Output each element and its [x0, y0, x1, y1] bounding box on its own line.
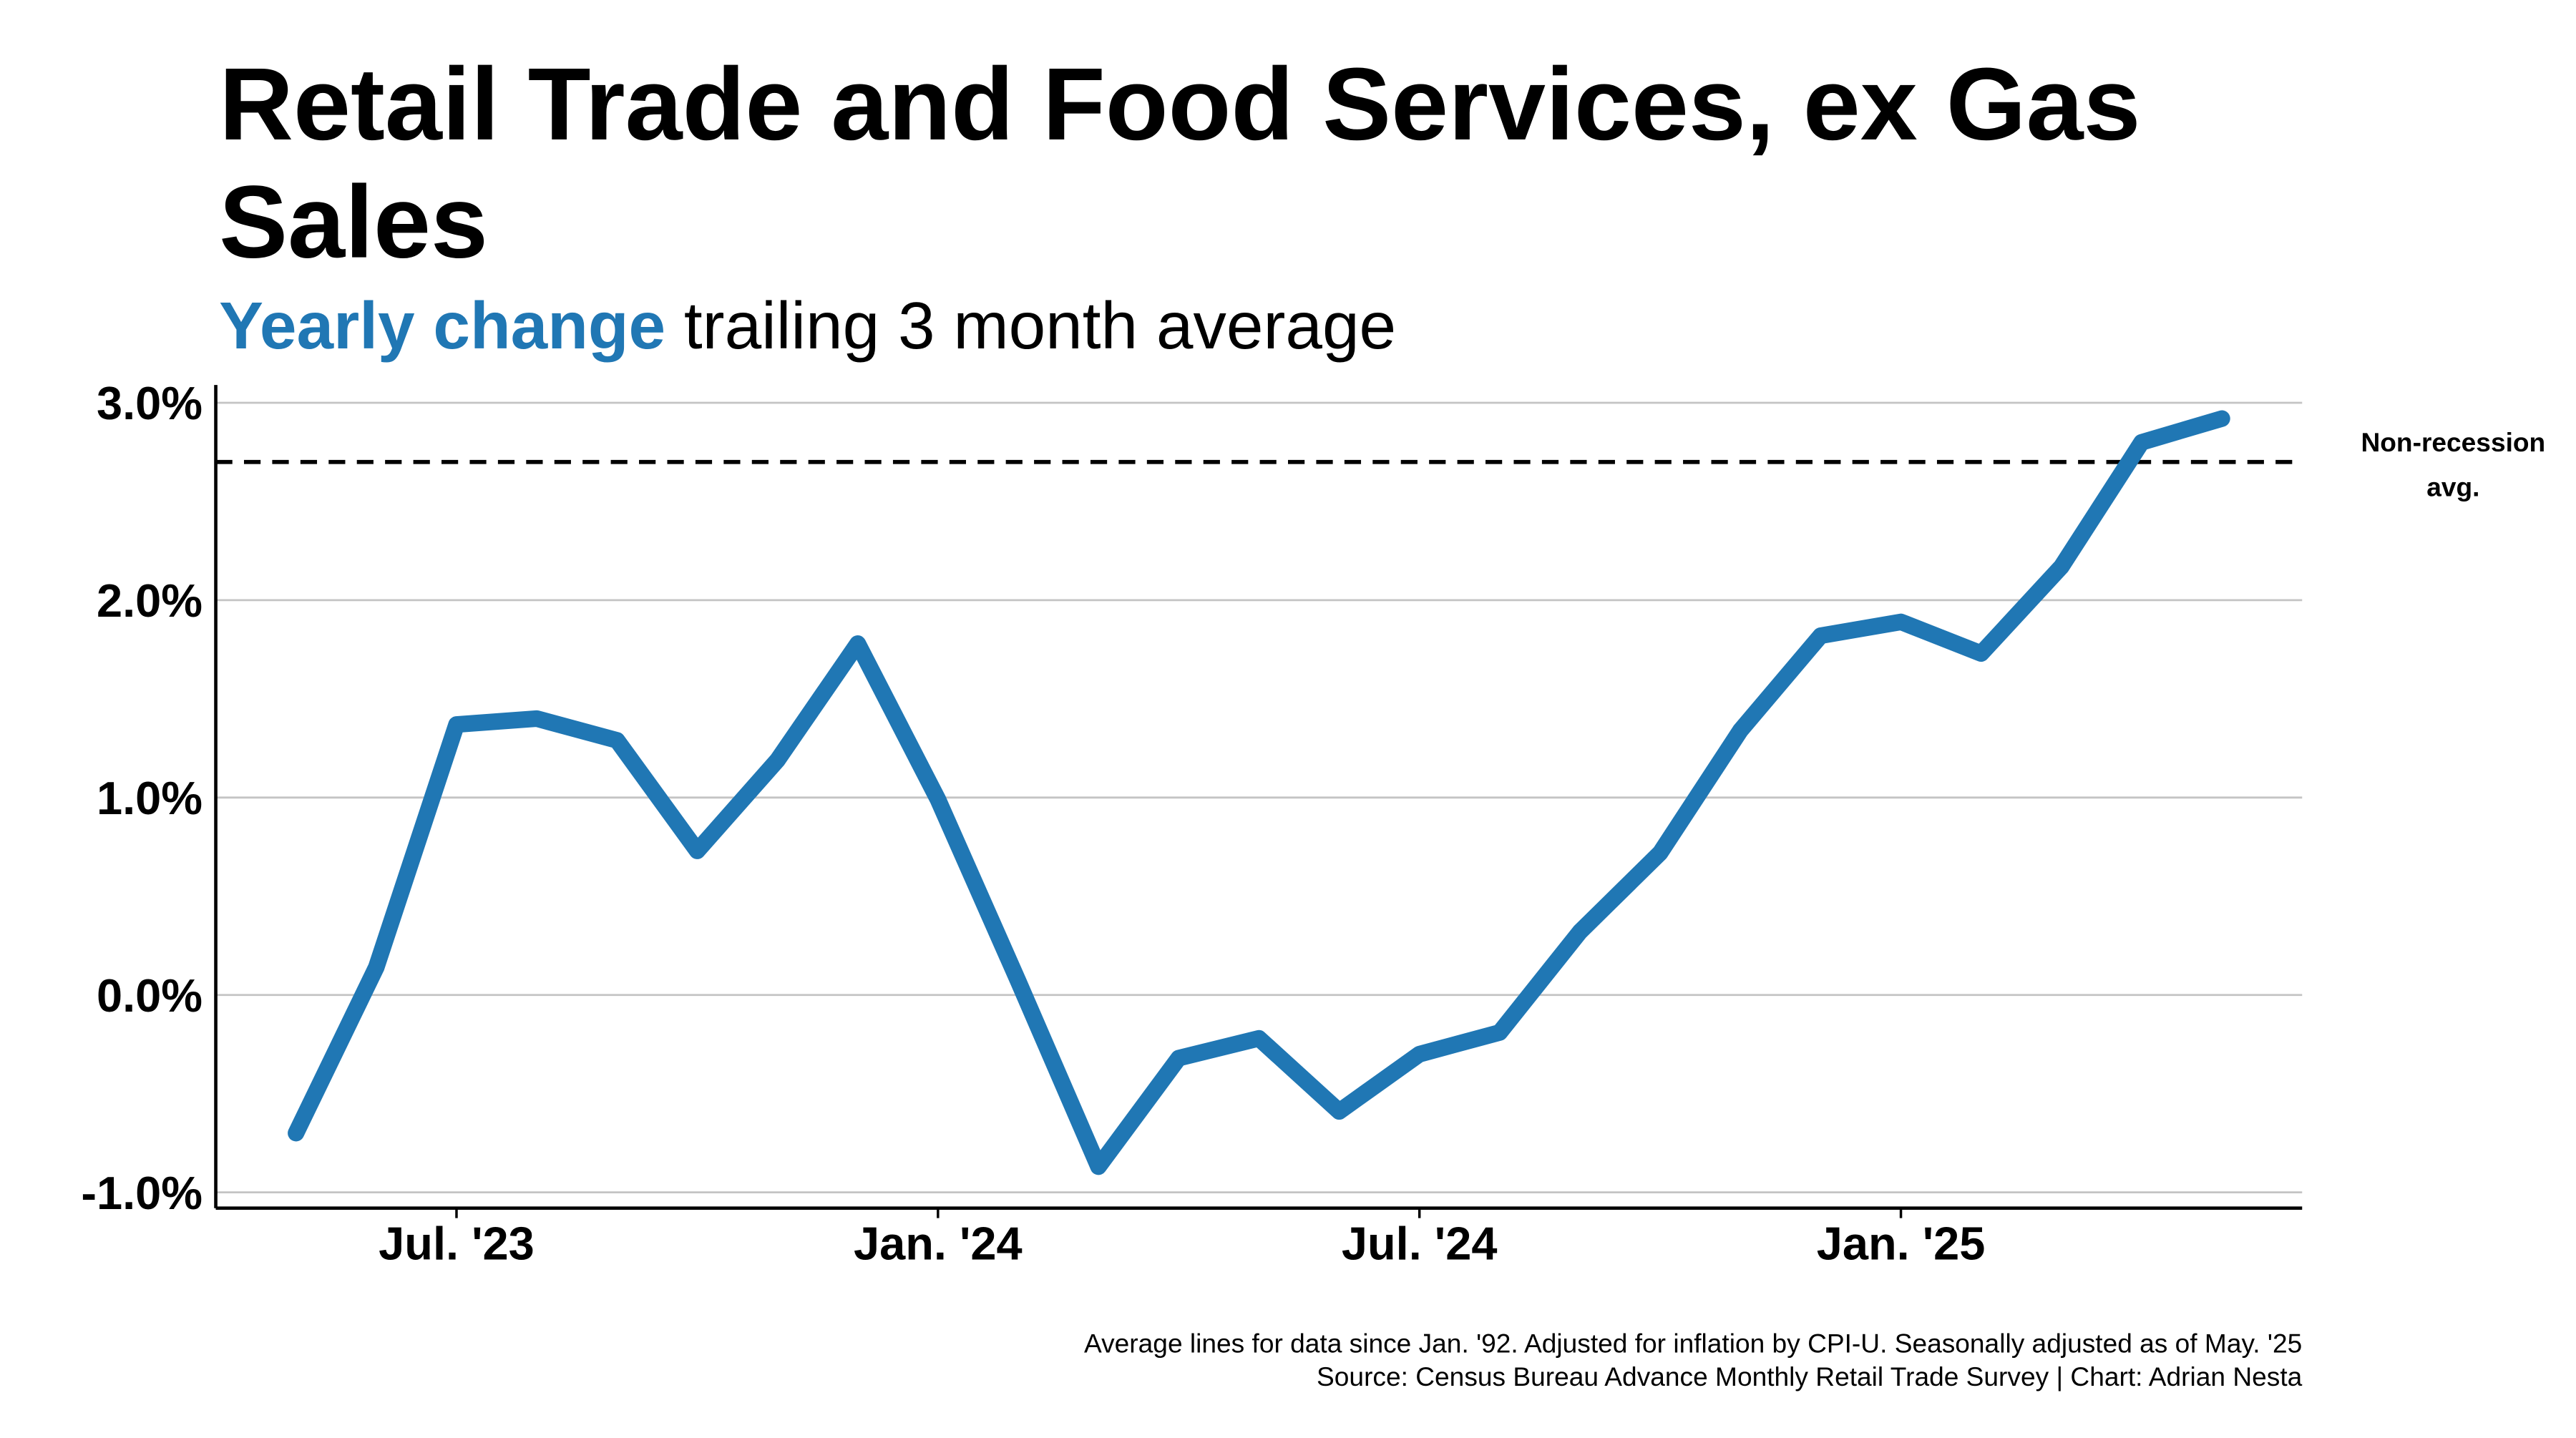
chart-subtitle: Yearly change trailing 3 month average	[219, 288, 1396, 363]
chart-title: Retail Trade and Food Services, ex Gas	[219, 47, 2140, 162]
y-tick-label: 0.0%	[97, 969, 203, 1022]
y-tick-label: 1.0%	[97, 772, 203, 824]
reference-label: Non-recession	[2361, 427, 2545, 457]
note: Source: Census Bureau Advance Monthly Re…	[1317, 1361, 2303, 1391]
y-tick-label: -1.0%	[81, 1167, 203, 1219]
y-tick-label: 2.0%	[97, 574, 203, 627]
subtitle-highlight: Yearly change	[219, 288, 665, 363]
x-tick-label: Jul. '24	[1342, 1218, 1498, 1270]
x-tick-label: Jan. '24	[854, 1218, 1023, 1270]
chart-title: Sales	[219, 165, 488, 280]
x-tick-label: Jul. '23	[379, 1218, 535, 1270]
subtitle: trailing 3 month average	[684, 288, 1396, 363]
note: Average lines for data since Jan. '92. A…	[1084, 1329, 2302, 1359]
x-tick-label: Jan. '25	[1817, 1218, 1986, 1270]
y-tick-label: 3.0%	[97, 377, 203, 429]
reference-label: avg.	[2426, 472, 2479, 502]
data-line	[288, 410, 2230, 1175]
